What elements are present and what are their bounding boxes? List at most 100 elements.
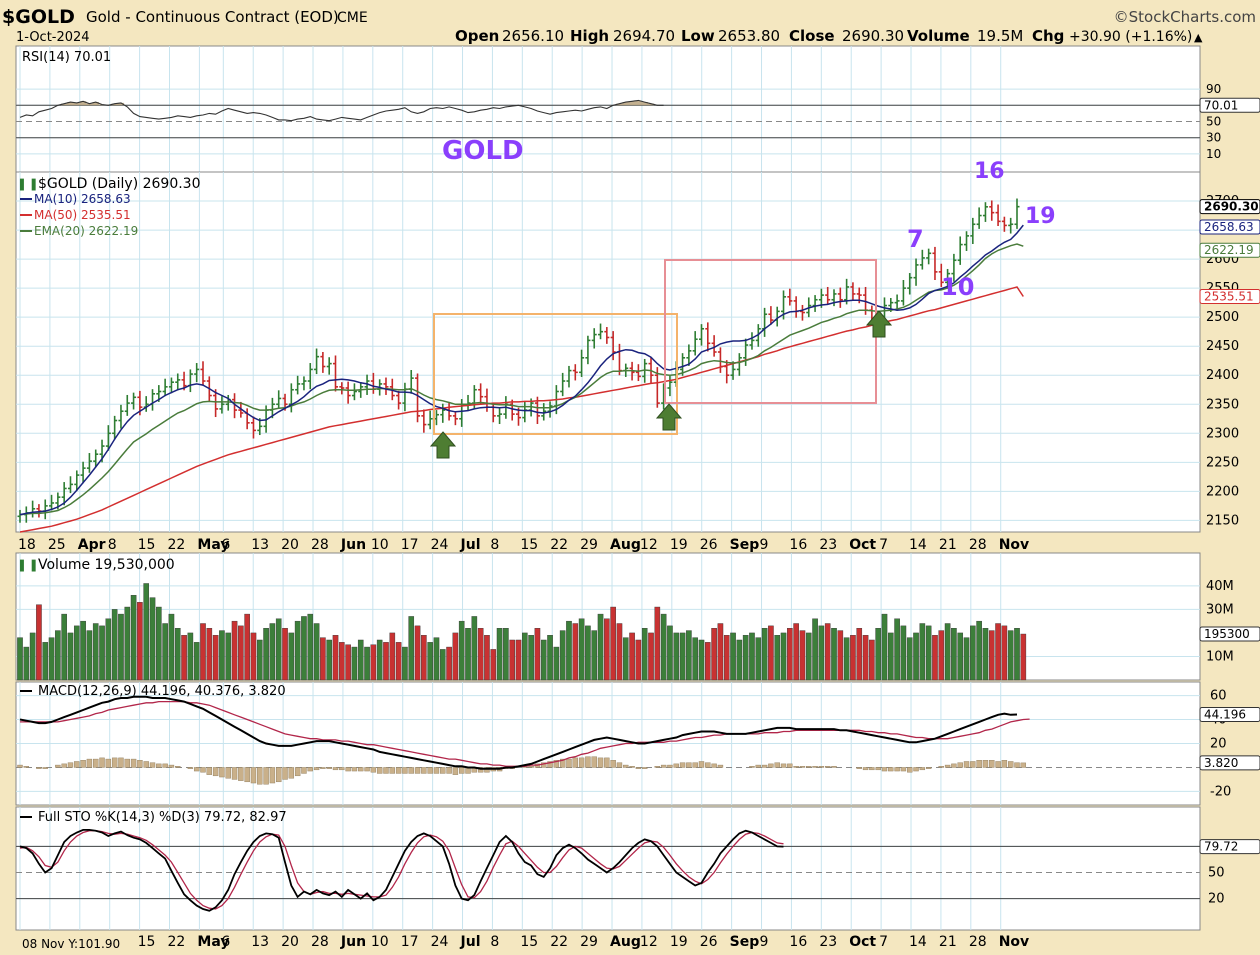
macd-histogram-bar	[332, 767, 339, 771]
volume-bar	[749, 632, 755, 681]
volume-bar	[856, 628, 863, 681]
wave-label-7: 7	[907, 225, 924, 253]
volume-bar	[269, 623, 276, 681]
macd-histogram-bar	[477, 767, 484, 773]
macd-histogram-bar	[263, 767, 269, 785]
macd-histogram-bar	[907, 767, 913, 773]
collapse-arrow-icon[interactable]: ▲	[1194, 31, 1203, 44]
gold-annotation-label: GOLD	[442, 136, 524, 166]
macd-histogram-bar	[86, 758, 93, 768]
volume-bar	[55, 630, 61, 681]
macd-histogram-bar	[111, 757, 118, 768]
volume-ytick-label: 40M	[1206, 579, 1234, 594]
macd-histogram-bar	[1001, 760, 1008, 768]
macd-histogram-bar	[566, 758, 572, 768]
sto-xtick-label: 17	[401, 934, 419, 950]
macd-histogram-bar	[414, 767, 421, 774]
rsi-overbought-fill	[61, 100, 667, 106]
volume-bar	[768, 625, 774, 681]
macd-title: MACD(12,26,9) 44.196, 40.376, 3.820	[38, 684, 286, 699]
volume-bar	[547, 635, 553, 681]
volume-bar	[471, 616, 478, 681]
instrument-name: Gold - Continuous Contract (EOD)	[86, 8, 339, 26]
macd-histogram-bar	[654, 766, 661, 768]
macd-histogram-bar	[881, 767, 888, 772]
sto-xtick-label: Nov	[999, 934, 1029, 950]
macd-histogram-bar	[957, 762, 963, 768]
volume-bar	[925, 625, 932, 681]
volume-bar	[275, 618, 282, 681]
price-xtick-label: 13	[251, 537, 269, 553]
ticker-symbol: $GOLD	[2, 6, 75, 28]
volume-bar	[1014, 628, 1020, 681]
macd-histogram-bar	[774, 762, 780, 768]
macd-histogram-bar	[951, 763, 957, 768]
sto-xtick-label: 16	[789, 934, 807, 950]
volume-bar	[869, 639, 875, 681]
volume-bar	[250, 632, 257, 681]
macd-histogram-bar	[55, 764, 61, 768]
macd-line	[19, 695, 1018, 770]
macd-histogram-bar	[219, 767, 225, 778]
price-last-0-tag	[1199, 199, 1260, 215]
macd-histogram-bar	[99, 757, 105, 768]
volume-bar	[686, 630, 692, 681]
volume-bar	[339, 642, 345, 681]
price-xtick-label: 8	[490, 537, 499, 553]
macd-histogram-bar	[421, 767, 427, 774]
wave-label-19: 19	[1025, 204, 1056, 229]
macd-histogram-bar	[711, 763, 717, 768]
volume-bar	[843, 637, 850, 681]
volume-bar	[168, 613, 175, 681]
macd-histogram-bar	[780, 763, 787, 768]
price-xtick-label: 12	[640, 537, 658, 553]
macd-histogram-bar	[364, 767, 370, 772]
macd-histogram-bar	[862, 767, 869, 771]
sto-xtick-label: 8	[490, 934, 499, 950]
brand-logo[interactable]: ©StockCharts.com	[1114, 8, 1256, 26]
sto-xtick-label: 15	[520, 934, 538, 950]
macd-histogram-bar	[244, 767, 250, 783]
volume-bar	[80, 620, 86, 681]
sto-xtick-label: May	[197, 934, 229, 950]
macd-histogram-bar	[749, 766, 755, 768]
macd-histogram-bar	[36, 767, 42, 769]
volume-bar	[963, 637, 970, 681]
volume-bar	[42, 642, 49, 681]
volume-bar	[553, 646, 560, 681]
macd-histogram-bar	[799, 766, 806, 768]
macd-histogram-bar	[787, 763, 793, 768]
volume-bar	[641, 628, 648, 681]
price-last-2-tag-label: 2622.19	[1204, 243, 1254, 257]
macd-histogram-bar	[193, 767, 200, 772]
macd-histogram-bar	[238, 767, 244, 781]
price-xtick-label: Sep	[730, 537, 760, 553]
macd-histogram-bar	[812, 766, 818, 768]
volume-bar	[679, 632, 686, 681]
price-xtick-label: 9	[760, 537, 769, 553]
volume-bar	[742, 635, 749, 681]
price-xtick-label: 23	[819, 537, 837, 553]
volume-bar	[1007, 630, 1014, 681]
macd-histogram-bar	[345, 767, 351, 772]
macd-ytick-label: -20	[1210, 784, 1231, 799]
macd-histogram-bar	[869, 767, 875, 771]
volume-bar	[137, 602, 143, 681]
volume-bar	[919, 623, 926, 681]
macd-histogram-bar	[938, 766, 944, 768]
macd-histogram-bar	[679, 762, 686, 768]
sto-xtick-label: 12	[640, 934, 658, 950]
volume-bar	[225, 632, 232, 681]
volume-bar	[957, 632, 964, 681]
volume-bar	[48, 637, 55, 681]
up-arrow-icon	[429, 431, 457, 459]
macd-histogram-bar	[660, 764, 667, 768]
volume-bar	[705, 642, 711, 681]
volume-bar	[490, 649, 497, 681]
volume-bar	[313, 623, 320, 681]
macd-histogram-bar	[288, 767, 295, 779]
volume-bar	[774, 635, 781, 681]
volume-bar	[850, 635, 856, 681]
volume-bar	[875, 628, 881, 681]
sto-k-line	[19, 829, 784, 912]
